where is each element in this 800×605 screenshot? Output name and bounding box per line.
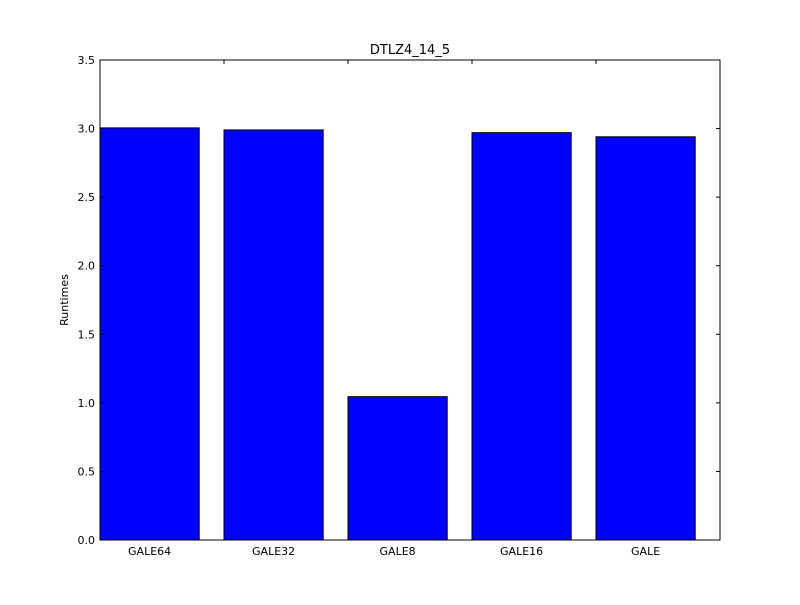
y-tick-label: 1.5 [78, 328, 96, 341]
y-tick-label: 0.5 [78, 465, 96, 478]
y-tick-label: 3.0 [78, 123, 96, 136]
bar-gale16 [471, 132, 572, 541]
y-tick-label: 0.0 [78, 534, 96, 547]
bar-gale64 [99, 127, 200, 541]
x-tick-label: GALE [631, 545, 660, 558]
y-tick-label: 2.5 [78, 191, 96, 204]
bar-gale [595, 136, 696, 541]
plot-frame [99, 59, 721, 541]
ticks-layer: GALE64 GALE32 GALE8 GALE16 GALE 0.0 0.5 1.0 1.5 2… [78, 54, 720, 558]
bars-layer [99, 127, 696, 541]
y-axis-label: Runtimes [58, 274, 71, 326]
bar-gale32 [223, 129, 324, 541]
x-tick-label: GALE32 [252, 545, 295, 558]
x-tick-label: GALE8 [380, 545, 416, 558]
y-tick-label: 2.0 [78, 260, 96, 273]
x-tick-label: GALE64 [128, 545, 171, 558]
y-tick-label: 3.5 [78, 54, 96, 67]
x-tick-label: GALE16 [500, 545, 543, 558]
chart-title: DTLZ4_14_5 [370, 43, 450, 58]
bar-gale8 [347, 396, 448, 541]
y-tick-label: 1.0 [78, 397, 96, 410]
